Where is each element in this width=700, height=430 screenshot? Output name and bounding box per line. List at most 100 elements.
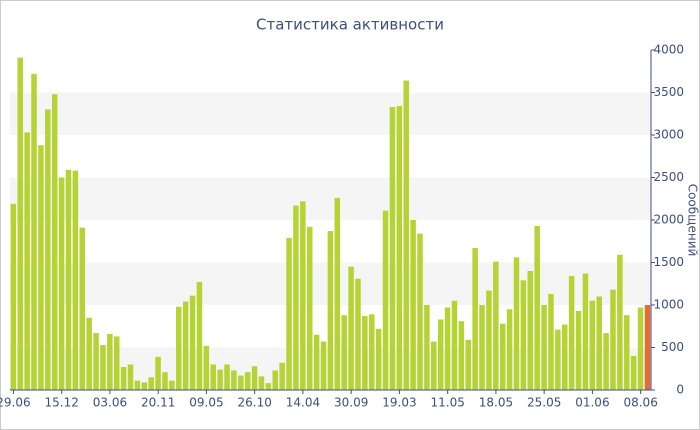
bar (58, 177, 65, 390)
bar (334, 197, 341, 390)
bar (162, 372, 168, 390)
bar (120, 367, 127, 390)
bar (437, 319, 444, 390)
bar (589, 300, 596, 390)
bar (196, 282, 203, 390)
bar (72, 170, 79, 390)
y-tick-label: 1500 (653, 255, 684, 269)
bar (506, 309, 513, 390)
bar (417, 233, 423, 390)
bar (396, 106, 403, 390)
bar (534, 225, 540, 390)
bar (210, 364, 216, 390)
bar (603, 333, 609, 390)
bar (444, 307, 451, 390)
bar (313, 334, 320, 390)
bar (189, 295, 196, 390)
bar (100, 344, 106, 390)
bar (424, 305, 430, 390)
bar (389, 106, 396, 390)
bar (231, 370, 237, 390)
bar (486, 290, 492, 390)
bar (541, 305, 547, 390)
bar (596, 296, 602, 390)
x-tick-label: 18.05 (479, 396, 513, 410)
bar (548, 293, 554, 390)
x-tick-label: 29.06 (0, 396, 31, 410)
bar (93, 333, 99, 390)
x-tick-label: 08.06 (623, 396, 657, 410)
bar (265, 383, 272, 390)
y-tick-label: 3000 (653, 128, 684, 142)
bar (630, 356, 637, 390)
bar (362, 316, 368, 390)
bar (431, 341, 437, 390)
bar (341, 315, 347, 390)
x-tick-label: 14.04 (286, 396, 320, 410)
bar (513, 257, 520, 390)
y-tick-label: 2000 (653, 213, 684, 227)
bar (527, 271, 534, 390)
bar (217, 369, 223, 390)
bar (493, 261, 499, 390)
bar (113, 336, 120, 390)
y-tick-label: 3500 (653, 85, 684, 99)
bar (610, 289, 616, 390)
bar (238, 375, 244, 390)
bar (568, 276, 575, 390)
bar (272, 370, 279, 390)
bar (520, 280, 527, 390)
bar (51, 94, 58, 390)
y-tick-label: 1000 (653, 298, 684, 312)
bar (555, 329, 561, 390)
bar (403, 80, 409, 390)
bar (499, 323, 506, 390)
bar (86, 317, 92, 390)
bar (375, 328, 382, 390)
y-axis-label: Сообщений (686, 184, 700, 257)
bar (244, 372, 251, 390)
bar (348, 266, 354, 390)
bar (279, 362, 285, 390)
bar (286, 237, 292, 390)
bar (327, 231, 334, 390)
bar (17, 57, 23, 391)
bar (575, 310, 582, 390)
x-tick-label: 11.05 (430, 396, 464, 410)
bar (300, 201, 306, 390)
bar (141, 382, 148, 390)
grid-band (10, 177, 651, 220)
bar (561, 324, 568, 390)
bar (182, 301, 189, 390)
bar (169, 380, 175, 390)
x-tick-label: 26.10 (238, 396, 272, 410)
bar (369, 314, 375, 390)
bar (258, 376, 265, 390)
bar (320, 341, 327, 390)
x-tick-label: 03.06 (93, 396, 127, 410)
bar (624, 315, 630, 390)
x-tick-label: 01.06 (575, 396, 609, 410)
bar (31, 73, 37, 391)
bar (134, 380, 141, 390)
bar (644, 305, 651, 390)
x-tick-label: 19.03 (382, 396, 416, 410)
bar (79, 227, 86, 390)
bar (306, 226, 313, 390)
x-tick-label: 30.09 (334, 396, 368, 410)
bar (465, 339, 471, 390)
bar (148, 377, 154, 390)
x-tick-label: 25.05 (527, 396, 561, 410)
bar (617, 254, 623, 390)
bar (224, 364, 230, 390)
bar (107, 333, 113, 390)
bar (382, 210, 389, 390)
grid-band (10, 92, 651, 135)
x-tick-label: 09.05 (189, 396, 223, 410)
y-tick-label: 4000 (653, 43, 684, 57)
bar (582, 273, 589, 390)
bar (458, 321, 465, 390)
bar (203, 345, 210, 390)
bar (451, 300, 458, 390)
